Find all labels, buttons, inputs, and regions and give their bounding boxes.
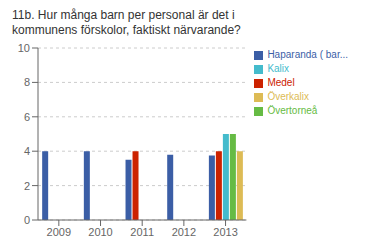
html-text:Övertorneå: Övertorneå xyxy=(267,105,318,116)
svg-text:2009: 2009 xyxy=(47,226,71,238)
svg-text:2010: 2010 xyxy=(88,226,112,238)
svg-text:6: 6 xyxy=(24,111,30,123)
html-text:Medel: Medel xyxy=(267,77,295,88)
svg-text:0: 0 xyxy=(24,214,30,226)
html-text:Kalix: Kalix xyxy=(267,63,290,74)
svg-text:2011: 2011 xyxy=(130,226,154,238)
svg-text:2012: 2012 xyxy=(172,226,196,238)
svg-text:10: 10 xyxy=(18,42,30,54)
svg-text:2: 2 xyxy=(24,180,30,192)
svg-text:2013: 2013 xyxy=(213,226,237,238)
html-text:Haparanda ( bar...: Haparanda ( bar... xyxy=(267,49,348,60)
html-text:kommunens förskolor, faktiskt: kommunens förskolor, faktiskt närvarande… xyxy=(12,23,241,37)
html-text:Överkalix: Överkalix xyxy=(267,91,310,102)
html-text:11b. Hur många barn per person: 11b. Hur många barn per personal är det … xyxy=(12,8,235,22)
svg-text:8: 8 xyxy=(24,76,30,88)
svg-text:4: 4 xyxy=(24,145,30,157)
